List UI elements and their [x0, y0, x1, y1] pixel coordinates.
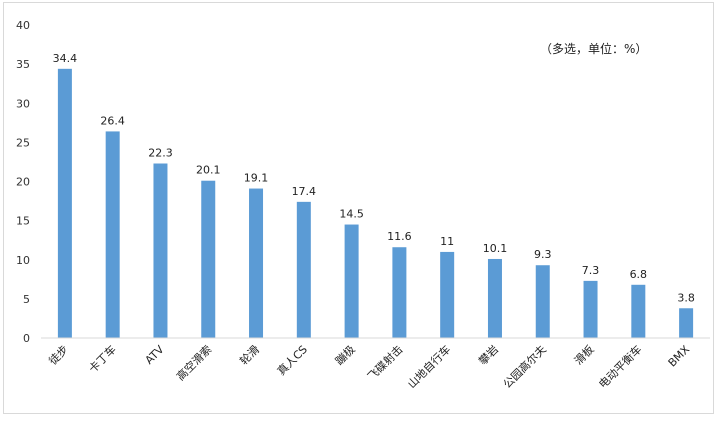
bar: [440, 251, 455, 338]
bar: [249, 188, 264, 338]
bar-value-label: 34.4: [53, 52, 78, 65]
bar: [631, 284, 646, 338]
bar-value-label: 11: [440, 235, 454, 248]
x-category-label: 卡丁车: [86, 342, 119, 375]
y-tick-label: 25: [16, 136, 30, 149]
x-category-label: 真人CS: [274, 342, 310, 378]
bar-value-label: 7.3: [582, 264, 600, 277]
y-tick-label: 30: [16, 97, 30, 110]
y-tick-label: 0: [23, 332, 30, 345]
bars: [57, 68, 694, 338]
bar: [57, 68, 72, 338]
bar-value-label: 20.1: [196, 164, 221, 177]
x-category-label: BMX: [666, 343, 693, 370]
bar-value-label: 10.1: [483, 242, 508, 255]
y-tick-label: 15: [16, 215, 30, 228]
bar-value-label: 17.4: [292, 185, 317, 198]
bar-value-label: 11.6: [387, 230, 412, 243]
bar: [679, 308, 694, 338]
category-labels: 徒步 卡丁车 ATV 高空滑索 轮滑 真人CS 蹦极 飞碟射击 山地自行车 攀岩 公园高尔夫 滑板 电动…: [46, 342, 693, 391]
value-labels: 34.4 26.4 22.3 20.1 19.1 17.4 14.5 11.6 11 10.1 9.…: [53, 52, 695, 304]
y-tick-label: 35: [16, 58, 30, 71]
x-category-label: 高空滑索: [173, 342, 214, 383]
x-category-label: 轮滑: [237, 342, 262, 367]
x-category-label: 滑板: [571, 342, 596, 367]
bar-value-label: 6.8: [630, 268, 648, 281]
bar-value-label: 14.5: [339, 208, 364, 221]
x-category-label: 电动平衡车: [596, 342, 645, 391]
bar-chart: 0 5 10 15 20 25 30 35 40 34.4 26.4 22.3 20.1 19.1 17.…: [16, 19, 710, 391]
bar-value-label: 22.3: [148, 147, 173, 160]
x-category-label: 徒步: [46, 342, 71, 367]
bar: [392, 247, 407, 338]
bar: [153, 163, 168, 338]
bar: [344, 224, 359, 338]
bar-value-label: 9.3: [534, 248, 552, 261]
bar: [105, 131, 120, 338]
x-category-label: 攀岩: [476, 342, 501, 367]
x-category-label: ATV: [143, 343, 167, 367]
bar: [535, 265, 550, 338]
bar-value-label: 19.1: [244, 172, 269, 185]
chart-frame: 0 5 10 15 20 25 30 35 40 34.4 26.4 22.3 20.1 19.1 17.…: [3, 2, 714, 414]
bar: [201, 180, 216, 338]
bar-value-label: 3.8: [677, 291, 695, 304]
y-tick-label: 20: [16, 176, 30, 189]
x-category-label: 公园高尔夫: [500, 342, 549, 391]
x-category-label: 蹦极: [332, 342, 357, 367]
bar: [583, 280, 598, 338]
x-category-label: 飞碟射击: [365, 342, 406, 383]
y-tick-label: 40: [16, 19, 30, 32]
bar-value-label: 26.4: [100, 114, 125, 127]
bar: [296, 201, 311, 338]
y-axis-ticks: 0 5 10 15 20 25 30 35 40: [16, 19, 30, 345]
chart-annotation: （多选，单位：%）: [540, 42, 648, 56]
bar: [487, 258, 502, 338]
y-tick-label: 5: [23, 293, 30, 306]
x-category-label: 山地自行车: [405, 342, 454, 391]
y-tick-label: 10: [16, 254, 30, 267]
